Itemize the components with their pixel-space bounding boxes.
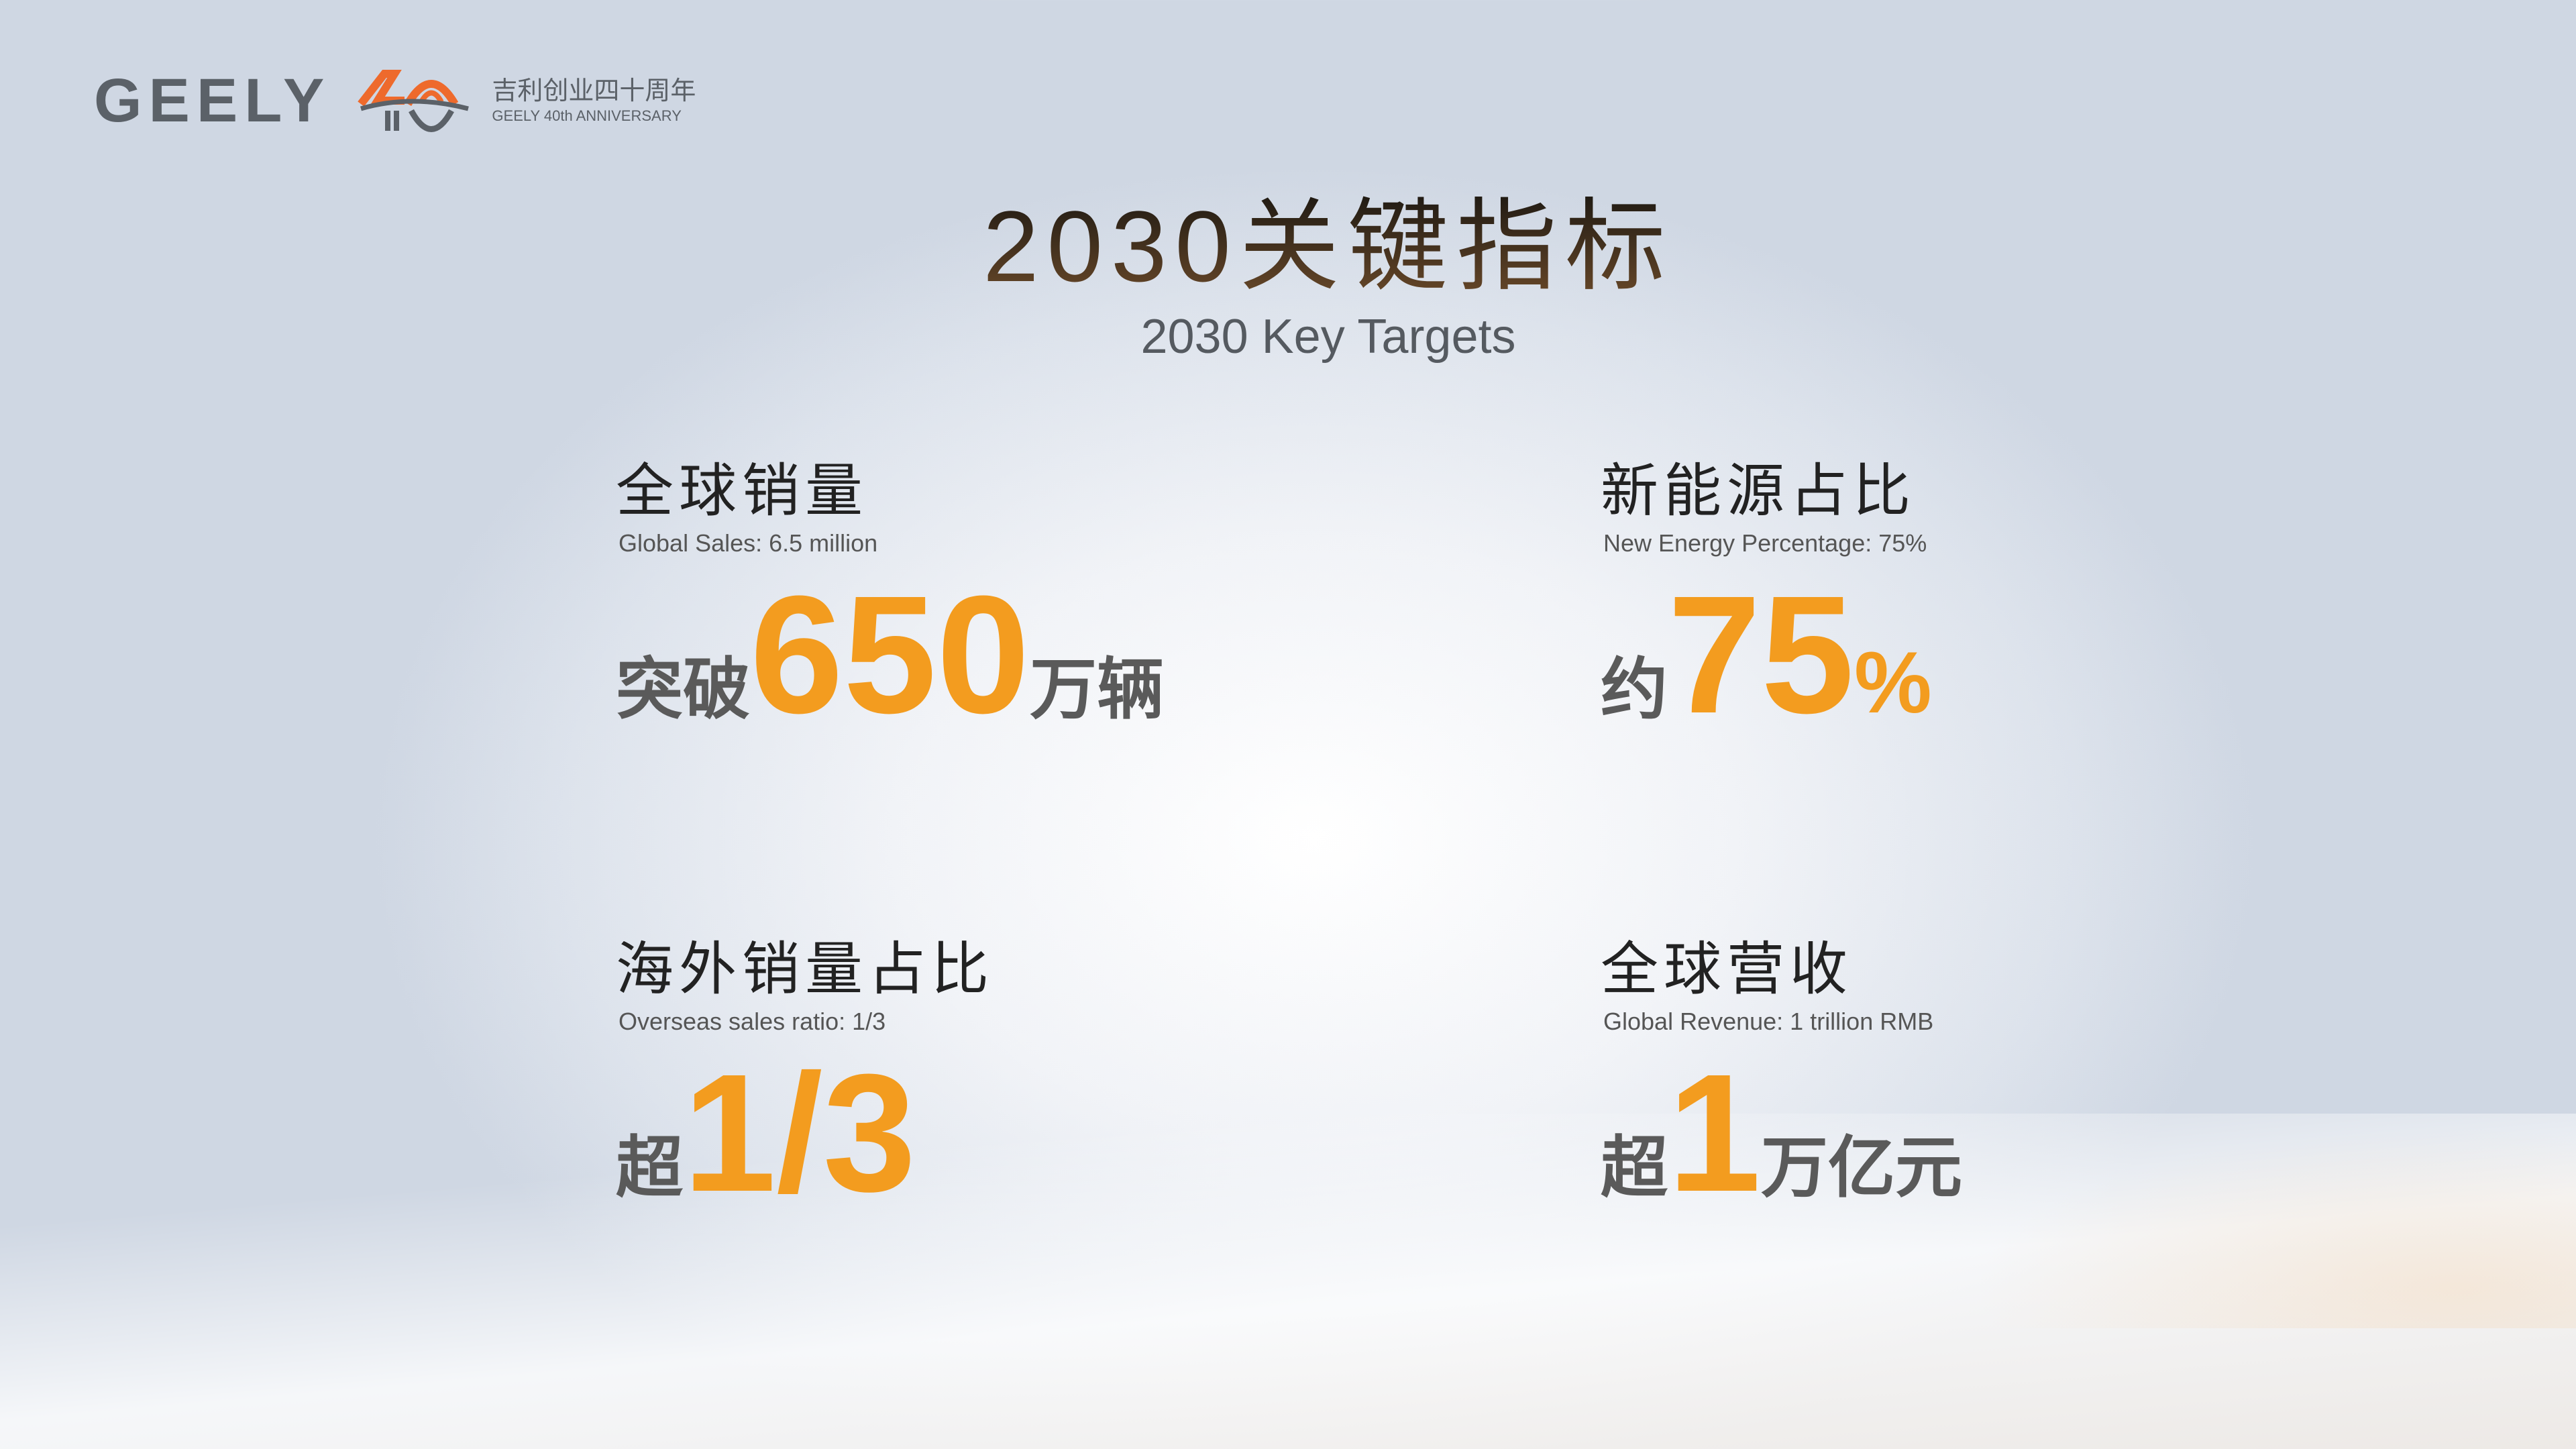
metric-suffix: 万辆: [1030, 652, 1165, 727]
metric-value: 1: [1668, 1039, 1762, 1226]
page-subtitle: 2030 Key Targets: [1140, 310, 1516, 364]
metric-prefix: 约: [1601, 652, 1668, 727]
metric-prefix: 超: [616, 1130, 683, 1205]
metric-global-sales: 全球销量 Global Sales: 6.5 million 突破650万辆: [616, 458, 1164, 751]
metric-heading: 全球销量: [616, 459, 868, 523]
metric-heading: 新能源占比: [1601, 459, 1916, 523]
background-glow: [1972, 1127, 2576, 1328]
anniversary-en: GEELY 40th ANNIVERSARY: [492, 107, 682, 124]
geely-logo: GEELY: [94, 66, 331, 135]
metric-value: 75: [1668, 561, 1855, 748]
anniversary-cn: 吉利创业四十周年: [492, 77, 696, 105]
background-wave: [0, 1114, 2576, 1449]
metric-global-revenue: 全球营收 Global Revenue: 1 trillion RMB 超1万亿…: [1601, 936, 1962, 1230]
metric-english: Global Revenue: 1 trillion RMB: [1603, 1008, 1934, 1035]
metric-new-energy: 新能源占比 New Energy Percentage: 75% 约75%: [1601, 458, 1932, 751]
metric-english: Global Sales: 6.5 million: [619, 529, 878, 557]
40th-anniversary-emblem-icon: [358, 70, 470, 132]
metric-heading: 全球营收: [1601, 937, 1853, 1002]
metric-overseas-ratio: 海外销量占比 Overseas sales ratio: 1/3 超1/3: [616, 936, 994, 1230]
metric-english: Overseas sales ratio: 1/3: [619, 1008, 886, 1035]
metric-value: 1/3: [683, 1039, 916, 1226]
metric-heading: 海外销量占比: [616, 937, 994, 1002]
metric-value: 650: [750, 561, 1030, 748]
page-title: 2030关键指标: [0, 189, 2576, 303]
metric-english: New Energy Percentage: 75%: [1603, 529, 1927, 557]
metric-prefix: 突破: [616, 652, 750, 727]
header-logo: GEELY 吉利创业四十周年 GEELY 40th ANNIVERSARY: [94, 64, 696, 138]
metric-suffix: %: [1854, 633, 1932, 731]
metric-suffix: 万亿元: [1761, 1130, 1963, 1205]
metric-prefix: 超: [1601, 1130, 1668, 1205]
